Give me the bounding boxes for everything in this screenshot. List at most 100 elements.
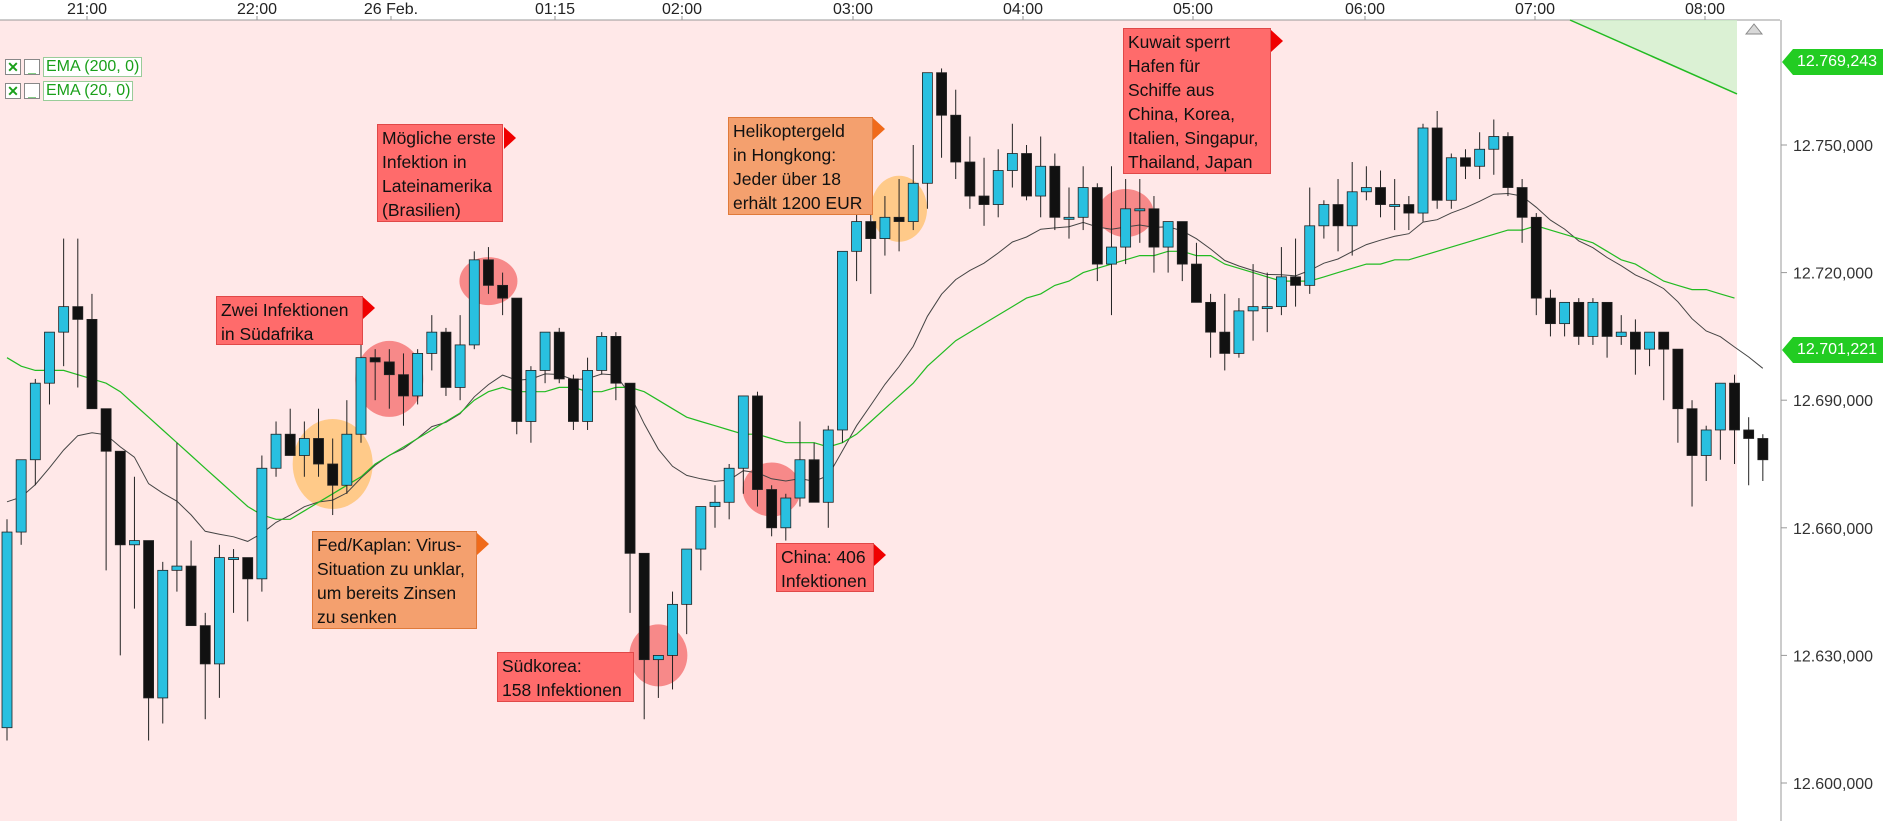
candle-bull[interactable] bbox=[1360, 187, 1372, 193]
candle-bull[interactable] bbox=[1714, 382, 1726, 431]
candle-bear[interactable] bbox=[1332, 204, 1344, 227]
candle-bull[interactable] bbox=[355, 357, 367, 435]
candle-bull[interactable] bbox=[652, 655, 664, 661]
candle-bull[interactable] bbox=[213, 557, 225, 665]
candle-bear[interactable] bbox=[199, 625, 211, 665]
candle-bull[interactable] bbox=[171, 565, 183, 571]
candle-bull[interactable] bbox=[1162, 221, 1174, 248]
candle-bull[interactable] bbox=[426, 331, 438, 354]
candle-bull[interactable] bbox=[1417, 127, 1429, 214]
candle-bull[interactable] bbox=[468, 259, 480, 346]
candle-bear[interactable] bbox=[1205, 301, 1216, 333]
candle-bull[interactable] bbox=[1120, 208, 1132, 248]
candle-bear[interactable] bbox=[1290, 276, 1301, 286]
candle-bear[interactable] bbox=[1176, 221, 1188, 265]
candle-bear[interactable] bbox=[1530, 216, 1542, 299]
candle-bull[interactable] bbox=[298, 438, 310, 456]
candle-bull[interactable] bbox=[1346, 191, 1358, 227]
candle-bull[interactable] bbox=[1134, 208, 1146, 212]
candle-bear[interactable] bbox=[1658, 331, 1670, 350]
candle-bear[interactable] bbox=[497, 284, 509, 299]
candle-bull[interactable] bbox=[1063, 216, 1075, 220]
candle-bear[interactable] bbox=[553, 331, 565, 380]
candle-bull[interactable] bbox=[1006, 153, 1018, 171]
candle-bull[interactable] bbox=[228, 557, 239, 560]
candle-bull[interactable] bbox=[822, 429, 834, 503]
candle-bear[interactable] bbox=[1743, 429, 1755, 439]
candle-bear[interactable] bbox=[624, 382, 636, 554]
candle-bull[interactable] bbox=[157, 569, 169, 699]
candle-bear[interactable] bbox=[1672, 348, 1684, 410]
candle-bull[interactable] bbox=[454, 344, 466, 388]
candle-bear[interactable] bbox=[936, 72, 947, 116]
candle-bull[interactable] bbox=[1445, 157, 1457, 201]
candle-bull[interactable] bbox=[270, 433, 282, 469]
candle-bull[interactable] bbox=[412, 353, 424, 397]
candle-bull[interactable] bbox=[1077, 187, 1089, 218]
candle-bull[interactable] bbox=[1474, 148, 1486, 167]
candle-bear[interactable] bbox=[808, 459, 820, 503]
candle-bull[interactable] bbox=[1389, 204, 1401, 207]
candle-bull[interactable] bbox=[582, 370, 593, 422]
candle-bear[interactable] bbox=[1049, 165, 1061, 218]
candle-bear[interactable] bbox=[865, 221, 877, 239]
indicator-ema-20[interactable]: ✕ _ EMA (20, 0) bbox=[5, 81, 134, 101]
candle-bear[interactable] bbox=[143, 540, 155, 699]
candle-bear[interactable] bbox=[284, 433, 296, 456]
annotation-brasilien[interactable]: Mögliche erste Infektion in Lateinamerik… bbox=[377, 124, 503, 222]
candle-bear[interactable] bbox=[950, 114, 962, 163]
candle-bull[interactable] bbox=[1304, 225, 1316, 286]
candle-bear[interactable] bbox=[1516, 187, 1528, 218]
candle-bear[interactable] bbox=[511, 297, 523, 422]
candle-bear[interactable] bbox=[752, 395, 763, 490]
candle-bear[interactable] bbox=[383, 361, 395, 376]
candle-bear[interactable] bbox=[114, 450, 126, 546]
candle-bull[interactable] bbox=[596, 335, 608, 371]
candle-bull[interactable] bbox=[879, 216, 891, 239]
annotation-kuwait[interactable]: Kuwait sperrt Hafen für Schiffe aus Chin… bbox=[1123, 28, 1271, 174]
candle-bull[interactable] bbox=[1644, 331, 1655, 350]
candle-bull[interactable] bbox=[922, 72, 933, 184]
candle-bull[interactable] bbox=[1233, 310, 1245, 354]
annotation-hongkong[interactable]: Helikoptergeld in Hongkong: Jeder über 1… bbox=[728, 117, 873, 215]
candle-bear[interactable] bbox=[242, 557, 254, 580]
candle-bull[interactable] bbox=[1106, 246, 1117, 265]
candle-bull[interactable] bbox=[681, 548, 693, 605]
annotation-china[interactable]: China: 406 Infektionen bbox=[776, 543, 874, 592]
indicator-ema-200[interactable]: ✕ _ EMA (200, 0) bbox=[5, 57, 143, 77]
candle-bull[interactable] bbox=[907, 182, 919, 222]
candle-bear[interactable] bbox=[1431, 127, 1443, 201]
candle-bear[interactable] bbox=[369, 357, 381, 363]
candle-bear[interactable] bbox=[440, 331, 452, 388]
candle-bear[interactable] bbox=[1403, 204, 1415, 214]
candle-bear[interactable] bbox=[568, 378, 579, 422]
candle-bear[interactable] bbox=[1091, 187, 1103, 265]
candle-bull[interactable] bbox=[1587, 301, 1599, 337]
candle-bear[interactable] bbox=[327, 463, 339, 486]
candle-bull[interactable] bbox=[44, 331, 55, 384]
candle-bull[interactable] bbox=[837, 250, 848, 431]
indicator-label[interactable]: EMA (200, 0) bbox=[43, 57, 143, 77]
candle-bull[interactable] bbox=[1318, 204, 1330, 227]
candle-bull[interactable] bbox=[58, 306, 70, 333]
candle-bull[interactable] bbox=[780, 497, 792, 529]
candle-bull[interactable] bbox=[709, 501, 721, 507]
candle-bull[interactable] bbox=[29, 382, 41, 461]
candle-bull[interactable] bbox=[1261, 306, 1273, 310]
candle-bear[interactable] bbox=[72, 306, 84, 320]
candle-bull[interactable] bbox=[129, 540, 140, 546]
candle-bear[interactable] bbox=[483, 259, 494, 286]
candle-bear[interactable] bbox=[1601, 301, 1613, 337]
candle-bull[interactable] bbox=[723, 467, 735, 503]
candle-bear[interactable] bbox=[1460, 157, 1471, 167]
candle-bear[interactable] bbox=[1148, 208, 1160, 248]
candle-bull[interactable] bbox=[695, 506, 707, 550]
candle-bear[interactable] bbox=[1545, 297, 1556, 325]
candle-bear[interactable] bbox=[1573, 301, 1585, 337]
candle-bull[interactable] bbox=[1, 531, 13, 729]
candle-bear[interactable] bbox=[638, 552, 650, 661]
annotation-suedkorea[interactable]: Südkorea: 158 Infektionen bbox=[497, 652, 634, 702]
remove-indicator-icon[interactable]: ✕ bbox=[5, 59, 21, 75]
candle-bear[interactable] bbox=[1630, 331, 1641, 350]
